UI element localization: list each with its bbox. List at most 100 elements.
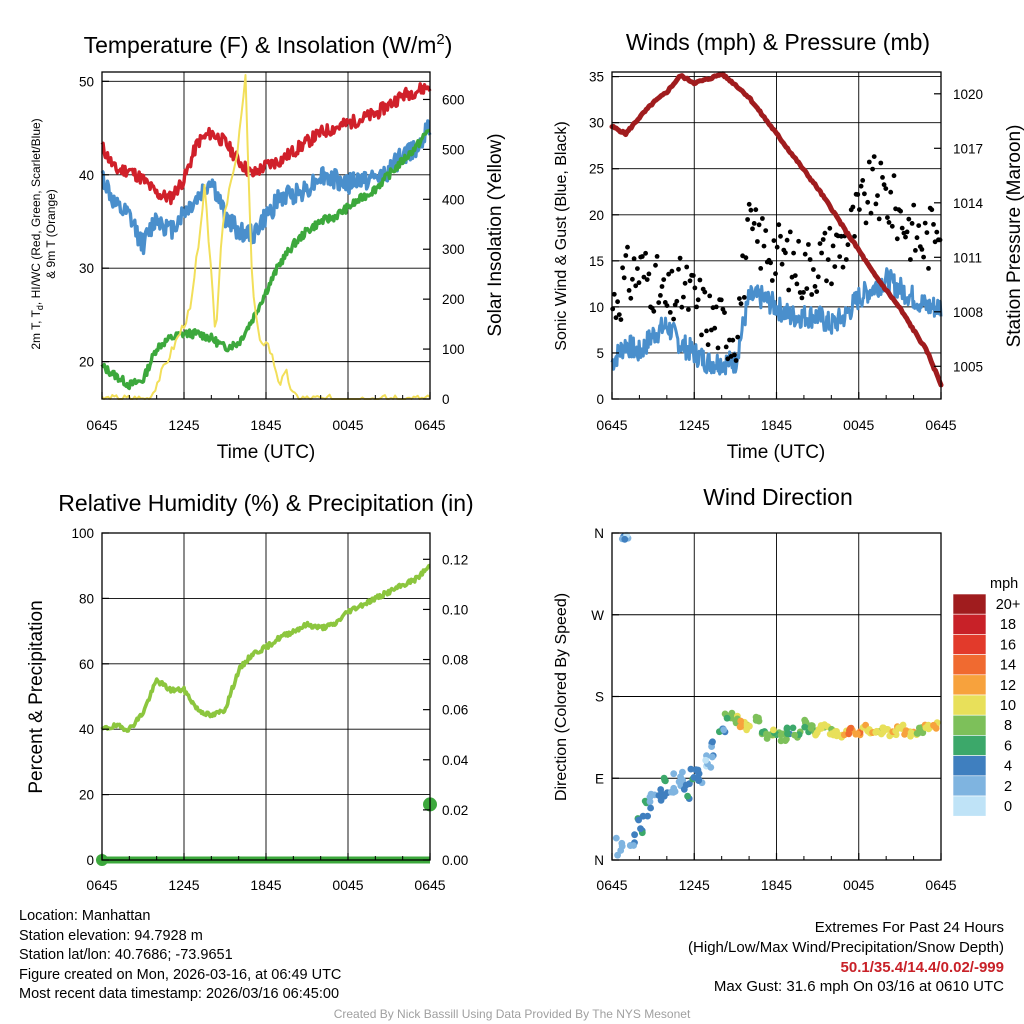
gust-point [824,278,829,284]
gust-point [681,294,686,300]
gust-point [837,254,843,259]
colorbar-swatch [952,795,987,817]
colorbar-swatch [952,654,987,676]
x-tick-label: 0645 [925,417,956,433]
gust-point [758,266,764,271]
gust-point [664,303,670,308]
gust-point [704,328,709,334]
gust-point [763,228,769,234]
y-tick-label: 30 [79,261,94,276]
y-right-tick-label: 0.06 [442,703,468,718]
y-right-tick-label: 600 [442,92,465,107]
gust-point [658,293,663,298]
direction-point [660,792,668,800]
gust-point [656,300,662,305]
gust-point [653,262,658,268]
temperature-ylabel-line2: & 9m T (Orange) [44,189,58,279]
gust-point [630,276,635,282]
y-right-tick-label: 500 [442,142,465,157]
gust-point [735,334,741,340]
direction-point [647,804,654,812]
humidity-line [100,563,431,733]
gust-point [903,234,908,240]
x-tick-label: 0645 [925,877,956,893]
winds-ylabel-left: Sonic Wind & Gust (Blue, Black) [553,121,570,350]
y-tick-label: S [595,690,604,705]
direction-point [801,716,809,724]
direction-point [930,721,937,729]
gust-point [929,207,935,213]
gust-point [786,287,792,293]
gust-point [771,238,777,244]
gust-point [661,277,667,282]
y-right-tick-label: 1008 [953,305,983,320]
gust-point [715,345,721,351]
gust-point [671,316,676,322]
temperature-line [100,82,432,206]
direction-point [862,721,869,729]
speed-colorbar: mph 20+ 18 16 14 12 10 8 6 4 2 0 [952,576,1020,817]
station-info: Location: Manhattan Station elevation: 9… [19,907,341,1005]
gust-point [871,154,877,160]
y-tick-label: 0 [86,853,94,868]
colorbar-swatch [952,634,987,655]
humidity-title: Relative Humidity (%) & Precipitation (i… [58,490,473,516]
gust-point [616,312,622,317]
gust-point [858,183,864,189]
direction-point [707,764,715,771]
y-right-tick-label: 100 [442,342,465,357]
gust-point [618,317,624,322]
gust-point [889,223,895,229]
gust-point [894,236,900,242]
y-right-tick-label: 1020 [953,87,983,102]
direction-point [687,765,695,773]
gust-point [909,221,915,226]
gust-point [769,278,775,283]
direction-title: Wind Direction [703,484,853,510]
colorbar-swatch [952,775,987,797]
x-tick-label: 0645 [596,877,627,893]
gust-point [669,268,675,274]
gust-point [718,297,724,303]
gust-point [931,222,936,227]
gust-point [792,273,798,278]
gust-point [725,356,731,362]
extremes-info: Extremes For Past 24 Hours (High/Low/Max… [688,918,1004,997]
gust-point [751,221,757,226]
y-tick-label: 0 [596,392,604,407]
gust-point [878,160,884,166]
gust-point [908,257,913,262]
gust-point [817,241,823,247]
y-tick-label: 30 [589,116,604,131]
gust-point [741,295,747,300]
gust-point [730,337,736,343]
direction-point [801,723,809,731]
gust-point [745,217,750,222]
y-tick-label: 50 [79,74,94,89]
direction-point [720,726,728,734]
direction-point [789,724,797,732]
gust-point [659,284,665,289]
direction-point [925,725,933,733]
direction-point [680,785,688,793]
x-tick-label: 1245 [168,417,199,433]
gust-point [687,278,693,284]
direction-point [736,723,744,731]
direction-ylabel-left: Direction (Colored By Speed) [553,593,570,801]
direction-point [646,793,654,801]
y-tick-label: 5 [596,346,604,361]
y-tick-label: 20 [79,355,94,370]
gust-point [628,295,634,301]
x-tick-label: 0045 [332,417,363,433]
direction-point [708,753,716,761]
gust-point [825,257,831,262]
y-tick-label: 10 [589,300,604,315]
colorbar-label: 18 [1000,617,1016,633]
gust-point [875,193,880,199]
gust-point [713,304,719,310]
winds-title: Winds (mph) & Pressure (mb) [626,29,930,55]
y-tick-label: 20 [589,208,604,223]
gust-point [633,283,639,289]
gust-point [723,344,729,350]
